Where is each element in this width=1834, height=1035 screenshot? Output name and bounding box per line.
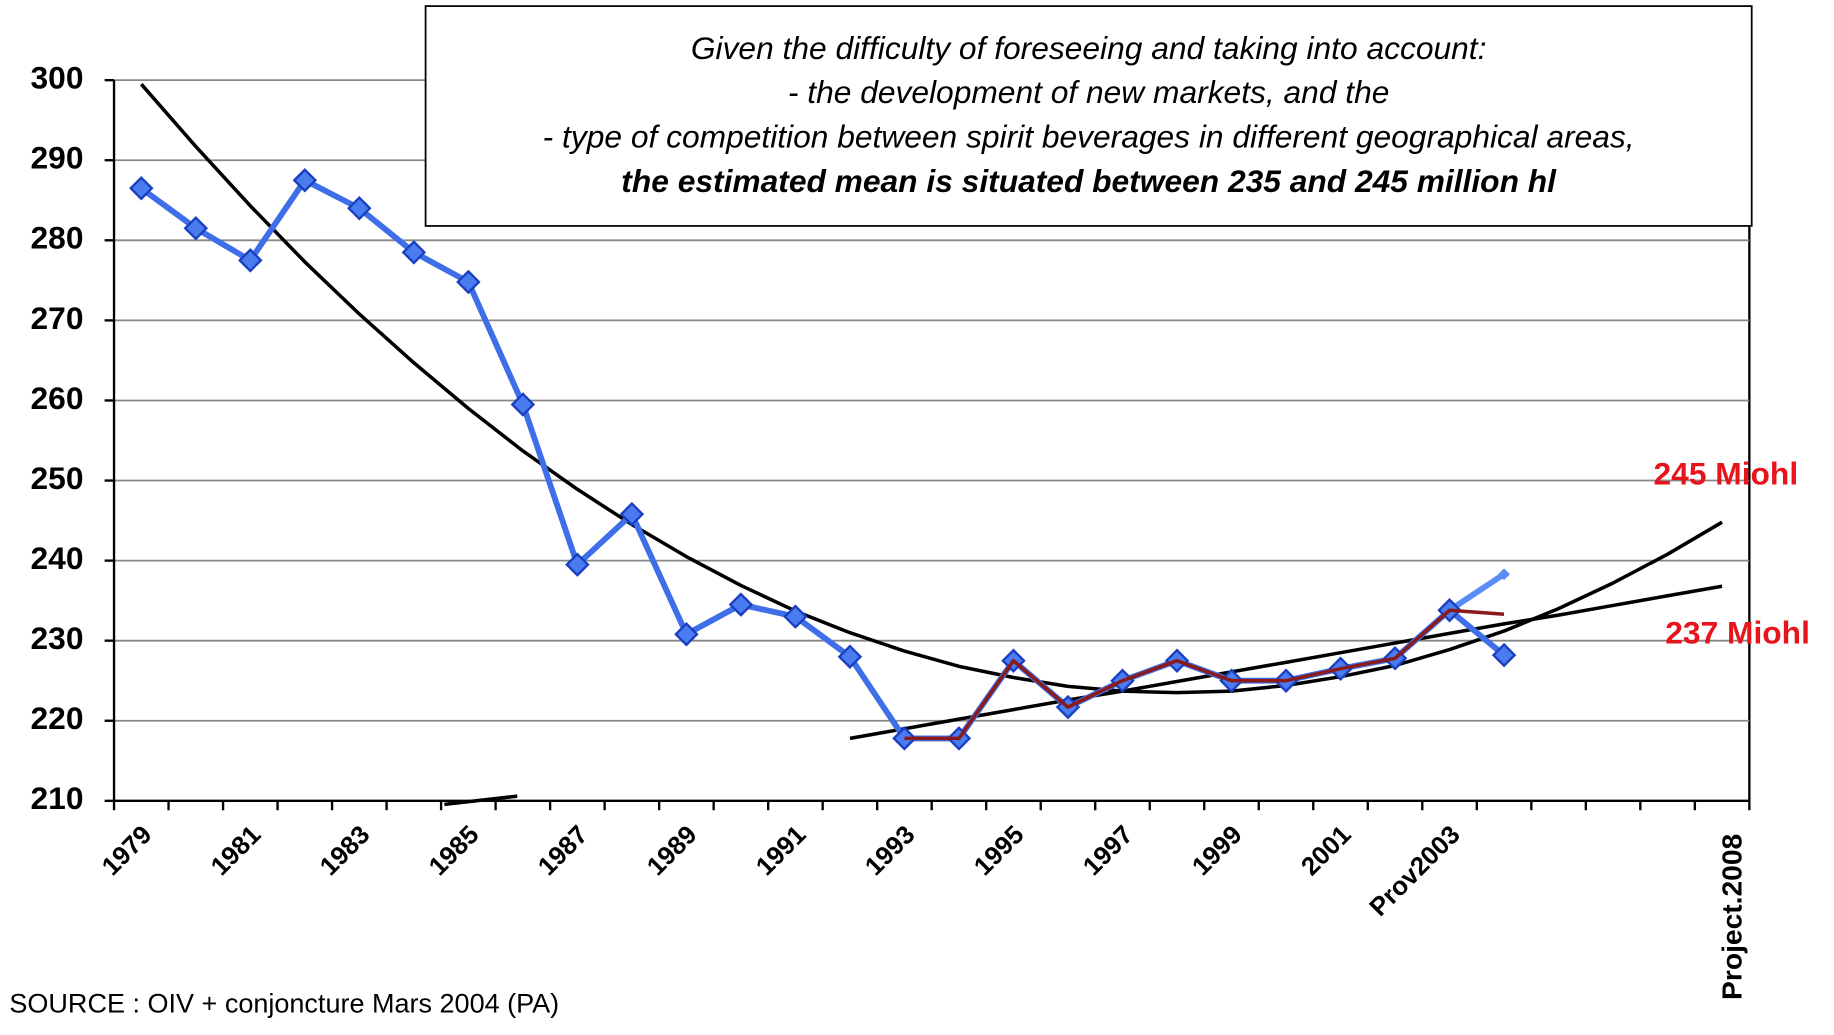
point [510, 392, 536, 417]
y-tick-label: 290 [31, 140, 84, 176]
x-tick-label: 1985 [424, 821, 484, 881]
x-tick-label: 2001 [1296, 821, 1356, 881]
x-tick-label: 1989 [642, 821, 702, 881]
y-tick-label: 270 [31, 300, 84, 336]
series [129, 82, 1723, 751]
y-tick-label: 280 [31, 220, 84, 256]
x-tick-label: Prov2003 [1365, 821, 1466, 922]
point [456, 269, 481, 295]
series-line [1447, 571, 1506, 613]
x-tick-label: 1987 [533, 821, 593, 881]
annotation-line: - the development of new markets, and th… [788, 74, 1390, 110]
point [565, 552, 590, 577]
x-tick-label: Project.2008 [1715, 834, 1747, 1000]
series-line [904, 608, 1505, 741]
x-tick-label: 1997 [1078, 821, 1138, 881]
y-tick-label: 250 [31, 460, 84, 496]
annotation-line: - type of competition between spirit bev… [543, 118, 1635, 154]
value-annotation: 245 Miohl [1654, 456, 1799, 492]
point [292, 168, 318, 193]
x-tick-label: 1999 [1187, 821, 1247, 881]
point [837, 644, 863, 669]
x-tick-label: 1983 [315, 821, 375, 881]
annotation-highlight: the estimated mean is situated between 2… [621, 163, 1557, 199]
y-tick-label: 240 [31, 540, 84, 576]
point [238, 248, 263, 273]
x-tick-label: 1979 [97, 821, 157, 881]
point [728, 592, 754, 617]
y-tick-label: 260 [31, 380, 84, 416]
x-tick-label: 1993 [860, 821, 920, 881]
point [347, 196, 372, 221]
y-tick-label: 300 [31, 60, 84, 96]
series-line [139, 82, 1723, 695]
series-line [849, 584, 1723, 741]
point [129, 176, 154, 201]
source: SOURCE : OIV + conjoncture Mars 2004 (PA… [9, 989, 559, 1019]
point [674, 622, 699, 647]
annotation-line: Given the difficulty of foreseeing and t… [691, 30, 1487, 66]
y-tick-label: 230 [31, 620, 84, 656]
point [619, 501, 645, 527]
annotation-box [424, 5, 1753, 227]
point [401, 240, 427, 265]
y-tick-label: 220 [31, 700, 84, 736]
x-tick-label: 1981 [206, 821, 266, 881]
point [783, 604, 808, 629]
x-tick-label: 1995 [969, 821, 1029, 881]
point [183, 216, 209, 241]
value-annotation: 237 Miohl [1665, 614, 1810, 650]
y-tick-label: 210 [31, 780, 84, 816]
point [1491, 642, 1517, 668]
x-tick-label: 1991 [751, 821, 811, 881]
